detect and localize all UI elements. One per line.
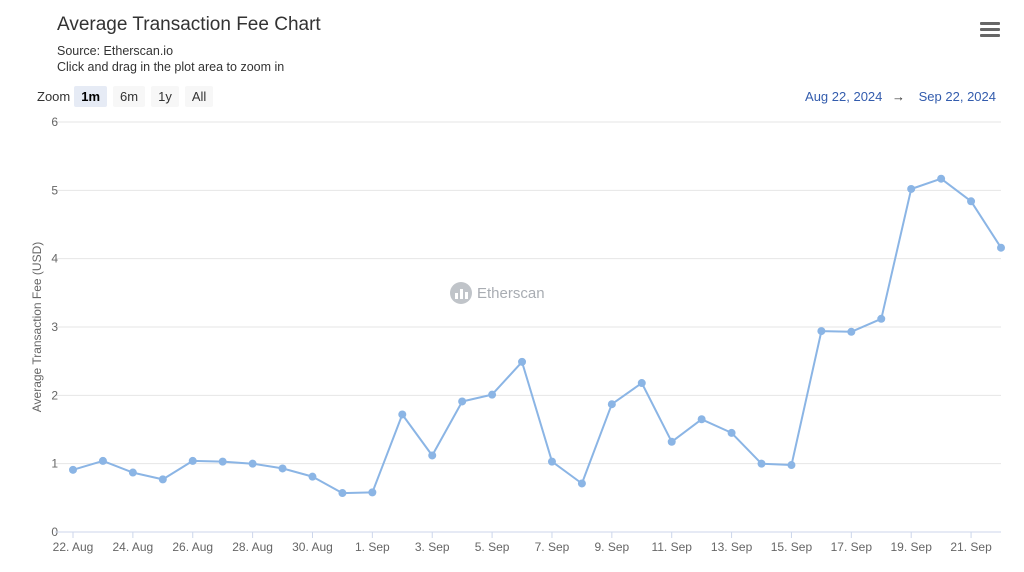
data-point [757,459,766,468]
data-point [368,488,377,497]
zoom-6m-button[interactable]: 6m [113,86,146,107]
x-tick-label: 26. Aug [172,540,213,554]
chart-title: Average Transaction Fee Chart [57,14,321,35]
data-point [937,174,946,183]
data-point [218,457,227,466]
range-arrow-icon: → [892,89,906,104]
data-point [547,457,556,466]
x-tick-label: 28. Aug [232,540,273,554]
etherscan-logo-icon [450,282,472,304]
x-tick-label: 21. Sep [950,540,992,554]
data-point [98,456,107,465]
data-point [607,400,616,409]
data-point [278,464,287,473]
data-point [518,357,527,366]
data-point [248,459,257,468]
data-point [577,479,586,488]
data-point [727,428,736,437]
chart-subtitle: Source: Etherscan.io Click and drag in t… [57,43,284,75]
series-line [72,177,1002,495]
source-text: Source: Etherscan.io [57,44,174,58]
data-point [458,397,467,406]
data-point [877,314,886,323]
y-tick-label: 3 [51,320,58,334]
x-tick-label: 3. Sep [415,540,450,554]
x-tick-label: 30. Aug [292,540,333,554]
hamburger-menu-icon[interactable] [980,22,1000,40]
data-point [817,327,826,336]
data-point [338,489,347,498]
range-to-input[interactable]: Sep 22, 2024 [918,89,996,104]
x-tick-label: 24. Aug [113,540,154,554]
data-point [787,461,796,470]
data-point [907,184,916,193]
data-point [697,415,706,424]
x-tick-label: 11. Sep [651,540,692,554]
y-tick-label: 0 [51,525,58,539]
data-point [398,410,407,419]
y-tick-label: 5 [51,183,58,197]
x-tick-label: 22. Aug [53,540,94,554]
x-tick-label: 7. Sep [535,540,570,554]
zoom-1y-button[interactable]: 1y [151,86,179,107]
zoom-1m-button[interactable]: 1m [74,86,108,107]
y-tick-label: 6 [51,115,58,129]
y-tick-label: 1 [51,457,58,471]
etherscan-watermark: Etherscan [450,282,545,304]
data-point [69,465,77,474]
data-point [188,456,197,465]
y-axis-title: Average Transaction Fee (USD) [30,242,44,413]
date-range-selector: Aug 22, 2024 → Sep 22, 2024 [801,89,996,104]
data-point [637,379,646,388]
data-point [488,390,497,399]
watermark-text: Etherscan [477,284,545,302]
range-from-input[interactable]: Aug 22, 2024 [805,89,883,104]
y-tick-label: 2 [51,388,58,402]
zoom-label: Zoom [37,89,71,104]
x-tick-label: 15. Sep [771,540,813,554]
data-point [667,437,676,446]
x-tick-label: 9. Sep [594,540,629,554]
y-tick-label: 4 [51,252,58,266]
zoom-hint-text: Click and drag in the plot area to zoom … [57,60,285,74]
data-point [428,451,437,460]
zoom-all-button[interactable]: All [184,86,214,107]
x-tick-label: 5. Sep [475,540,510,554]
data-point [128,468,137,477]
x-tick-label: 19. Sep [891,540,933,554]
x-tick-label: 1. Sep [355,540,390,554]
data-point [847,327,856,336]
zoom-selector: Zoom 1m 6m 1y All [37,86,219,107]
data-point [308,472,317,481]
x-tick-label: 17. Sep [831,540,873,554]
data-point [967,197,976,206]
data-point [997,243,1005,252]
x-tick-label: 13. Sep [711,540,753,554]
data-point [158,475,167,484]
